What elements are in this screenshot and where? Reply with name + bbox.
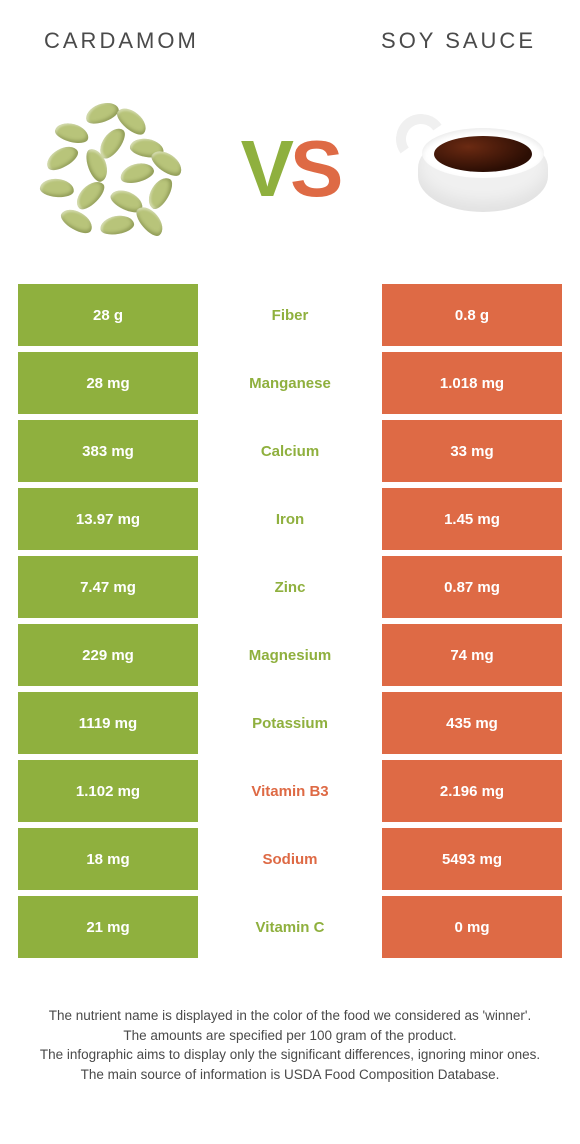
- table-row: 28 gFiber0.8 g: [18, 284, 562, 346]
- footer-notes: The nutrient name is displayed in the co…: [0, 964, 580, 1084]
- value-right: 0.87 mg: [382, 556, 562, 618]
- vs-v: V: [241, 124, 290, 213]
- table-row: 1.102 mgVitamin B32.196 mg: [18, 760, 562, 822]
- value-right: 2.196 mg: [382, 760, 562, 822]
- nutrient-name: Manganese: [198, 352, 382, 414]
- vs-s: S: [290, 124, 339, 213]
- value-left: 7.47 mg: [18, 556, 198, 618]
- value-left: 28 mg: [18, 352, 198, 414]
- comparison-table: 28 gFiber0.8 g28 mgManganese1.018 mg383 …: [0, 284, 580, 958]
- footer-line: The main source of information is USDA F…: [36, 1065, 544, 1085]
- hero: VS: [0, 54, 580, 284]
- value-left: 1119 mg: [18, 692, 198, 754]
- value-right: 5493 mg: [382, 828, 562, 890]
- table-row: 18 mgSodium5493 mg: [18, 828, 562, 890]
- value-right: 74 mg: [382, 624, 562, 686]
- title-right: Soy sauce: [381, 28, 536, 54]
- value-right: 0 mg: [382, 896, 562, 958]
- table-row: 28 mgManganese1.018 mg: [18, 352, 562, 414]
- nutrient-name: Zinc: [198, 556, 382, 618]
- nutrient-name: Vitamin B3: [198, 760, 382, 822]
- value-left: 383 mg: [18, 420, 198, 482]
- nutrient-name: Calcium: [198, 420, 382, 482]
- nutrient-name: Vitamin C: [198, 896, 382, 958]
- header: Cardamom Soy sauce: [0, 0, 580, 54]
- footer-line: The nutrient name is displayed in the co…: [36, 1006, 544, 1026]
- table-row: 13.97 mgIron1.45 mg: [18, 488, 562, 550]
- value-right: 1.45 mg: [382, 488, 562, 550]
- value-right: 33 mg: [382, 420, 562, 482]
- table-row: 7.47 mgZinc0.87 mg: [18, 556, 562, 618]
- table-row: 21 mgVitamin C0 mg: [18, 896, 562, 958]
- footer-line: The infographic aims to display only the…: [36, 1045, 544, 1065]
- nutrient-name: Sodium: [198, 828, 382, 890]
- table-row: 1119 mgPotassium435 mg: [18, 692, 562, 754]
- nutrient-name: Potassium: [198, 692, 382, 754]
- nutrient-name: Iron: [198, 488, 382, 550]
- nutrient-name: Fiber: [198, 284, 382, 346]
- value-left: 1.102 mg: [18, 760, 198, 822]
- soy-sauce-image: [390, 84, 560, 254]
- title-left: Cardamom: [44, 28, 199, 54]
- footer-line: The amounts are specified per 100 gram o…: [36, 1026, 544, 1046]
- table-row: 383 mgCalcium33 mg: [18, 420, 562, 482]
- cardamom-image: [20, 84, 190, 254]
- value-right: 0.8 g: [382, 284, 562, 346]
- nutrient-name: Magnesium: [198, 624, 382, 686]
- value-left: 28 g: [18, 284, 198, 346]
- value-left: 13.97 mg: [18, 488, 198, 550]
- table-row: 229 mgMagnesium74 mg: [18, 624, 562, 686]
- value-left: 229 mg: [18, 624, 198, 686]
- value-left: 21 mg: [18, 896, 198, 958]
- value-left: 18 mg: [18, 828, 198, 890]
- value-right: 435 mg: [382, 692, 562, 754]
- vs-label: VS: [241, 129, 340, 209]
- value-right: 1.018 mg: [382, 352, 562, 414]
